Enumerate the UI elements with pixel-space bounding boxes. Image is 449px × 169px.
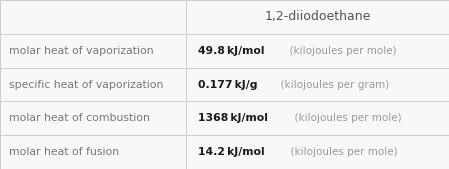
Text: (kilojoules per mole): (kilojoules per mole)	[283, 147, 397, 157]
Text: 1,2-diiodoethane: 1,2-diiodoethane	[264, 10, 371, 23]
Text: 1368 kJ/mol: 1368 kJ/mol	[198, 113, 268, 123]
Text: 49.8 kJ/mol: 49.8 kJ/mol	[198, 46, 264, 56]
Text: molar heat of vaporization: molar heat of vaporization	[9, 46, 154, 56]
Text: (kilojoules per mole): (kilojoules per mole)	[288, 113, 401, 123]
Text: 0.177 kJ/g: 0.177 kJ/g	[198, 79, 257, 90]
Text: (kilojoules per mole): (kilojoules per mole)	[283, 46, 397, 56]
Text: molar heat of fusion: molar heat of fusion	[9, 147, 119, 157]
Text: (kilojoules per gram): (kilojoules per gram)	[274, 79, 390, 90]
Text: molar heat of combustion: molar heat of combustion	[9, 113, 150, 123]
Text: specific heat of vaporization: specific heat of vaporization	[9, 79, 163, 90]
Text: 14.2 kJ/mol: 14.2 kJ/mol	[198, 147, 264, 157]
